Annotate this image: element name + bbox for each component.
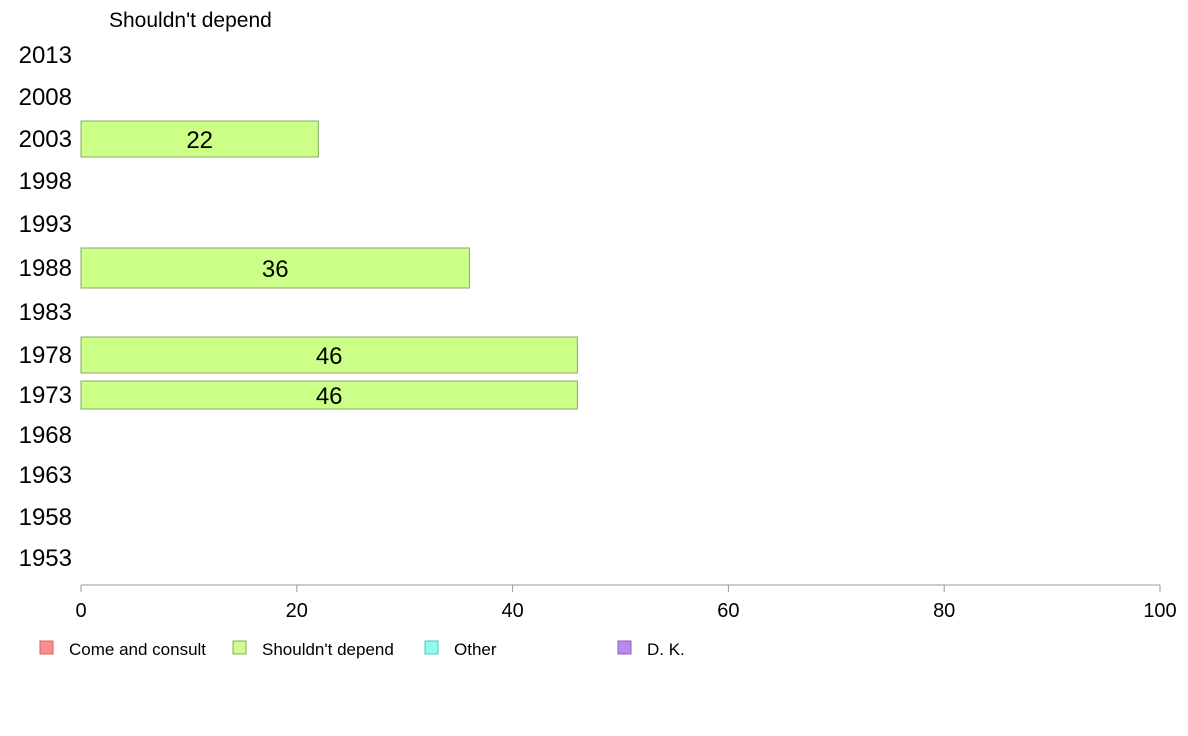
legend-swatch [232, 640, 247, 655]
y-tick-label: 1963 [19, 462, 72, 489]
y-tick-label: 1988 [19, 255, 72, 282]
legend-label: D. K. [647, 640, 685, 659]
chart-title: Shouldn't depend [109, 9, 272, 32]
bar [80, 336, 578, 374]
x-tick-label: 100 [1143, 600, 1176, 622]
x-tick-label: 40 [501, 600, 523, 622]
y-axis-ticks: 2013 2008 2003 1998 1993 1988 1983 1978 1973 1968… [19, 42, 72, 572]
bar [80, 380, 578, 410]
x-axis: 0 20 40 60 80 100 [75, 584, 1177, 622]
legend-swatch [39, 640, 54, 655]
legend-swatch [424, 640, 439, 655]
x-tick-label: 20 [286, 600, 308, 622]
y-tick-label: 1973 [19, 382, 72, 409]
y-tick-label: 1958 [19, 504, 72, 531]
bars: 22 36 46 46 [80, 120, 578, 410]
bar-value-label: 46 [316, 343, 343, 370]
x-tick-label: 80 [933, 600, 955, 622]
y-tick-label: 2013 [19, 42, 72, 69]
legend-label: Shouldn't depend [262, 640, 394, 659]
bar [80, 247, 470, 289]
y-tick-label: 1978 [19, 342, 72, 369]
y-tick-label: 2008 [19, 84, 72, 111]
bar-value-label: 46 [316, 383, 343, 410]
legend-label: Come and consult [69, 640, 206, 659]
y-tick-label: 1983 [19, 299, 72, 326]
x-tick-label: 60 [717, 600, 739, 622]
bar-value-label: 36 [262, 256, 289, 283]
y-tick-label: 2003 [19, 126, 72, 153]
legend-label: Other [454, 640, 497, 659]
y-tick-label: 1968 [19, 422, 72, 449]
bar [80, 120, 319, 158]
x-tick-label: 0 [75, 600, 86, 622]
y-tick-label: 1998 [19, 168, 72, 195]
legend: Come and consult Shouldn't depend Other D. … [39, 640, 685, 659]
y-tick-label: 1993 [19, 211, 72, 238]
bar-value-label: 22 [186, 127, 213, 154]
legend-swatch [617, 640, 632, 655]
y-tick-label: 1953 [19, 545, 72, 572]
